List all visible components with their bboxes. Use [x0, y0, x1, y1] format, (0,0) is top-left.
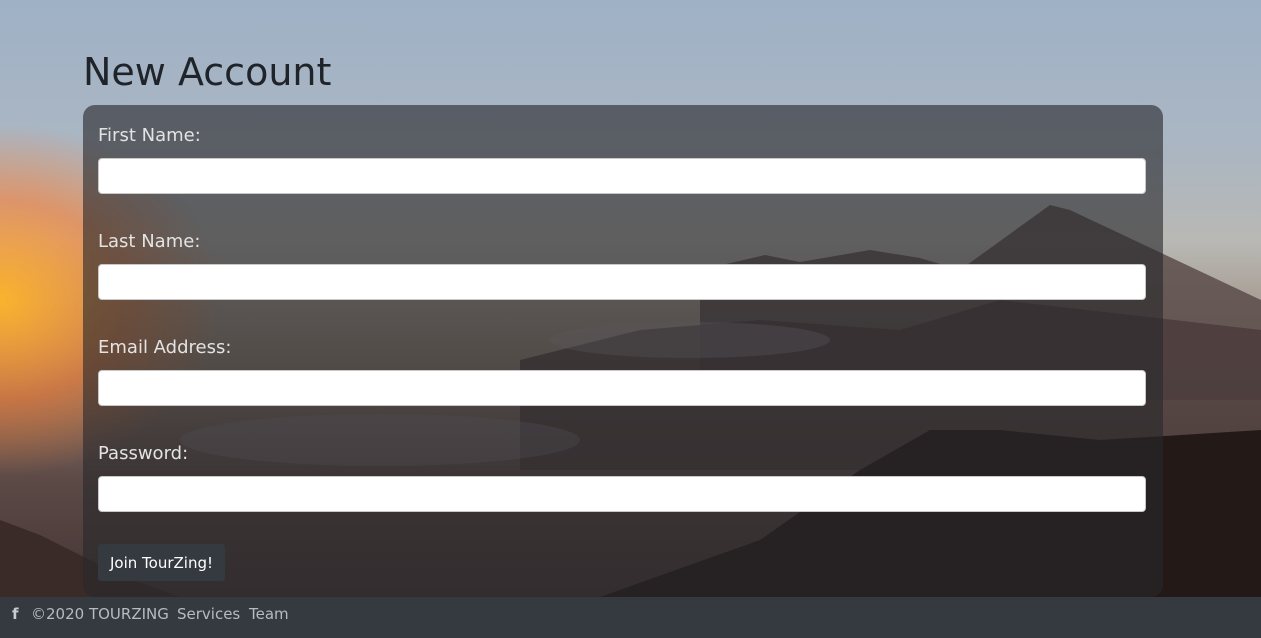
page-title: New Account	[83, 50, 332, 94]
last-name-label: Last Name:	[98, 231, 201, 252]
first-name-input[interactable]	[98, 158, 1146, 194]
email-address-label: Email Address:	[98, 337, 232, 358]
password-label: Password:	[98, 443, 189, 464]
footer-link-services[interactable]: Services	[177, 605, 241, 623]
footer: f ©2020 TOURZING Services Team	[0, 597, 1261, 638]
facebook-icon[interactable]: f	[12, 605, 19, 623]
join-button[interactable]: Join TourZing!	[98, 544, 225, 581]
footer-link-team[interactable]: Team	[249, 605, 289, 623]
first-name-label: First Name:	[98, 125, 201, 146]
email-address-input[interactable]	[98, 370, 1146, 406]
password-input[interactable]	[98, 476, 1146, 512]
new-account-form: First Name: Last Name: Email Address: Pa…	[83, 105, 1163, 597]
copyright-text: ©2020 TOURZING	[31, 605, 169, 623]
last-name-input[interactable]	[98, 264, 1146, 300]
